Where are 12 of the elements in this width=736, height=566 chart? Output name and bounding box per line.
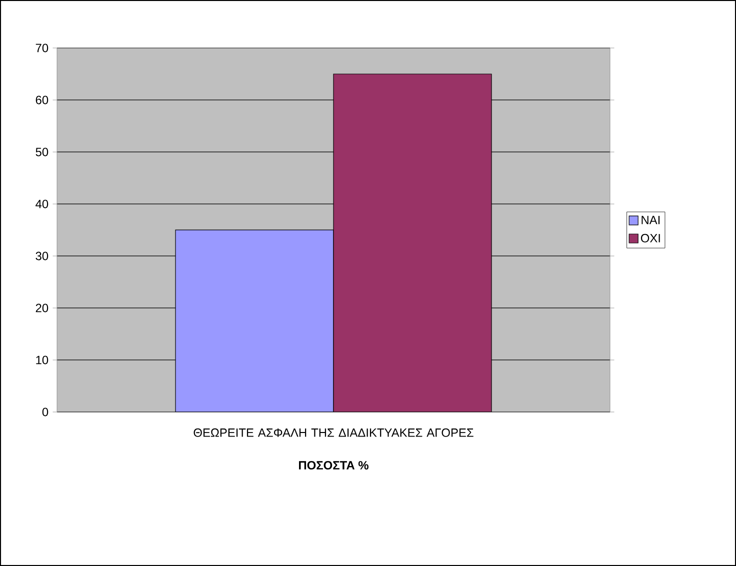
y-tick-label: 0 <box>42 408 48 416</box>
x-tick-label: ΘΕΩΡΕΙΤΕ ΑΣΦΑΛΗ ΤΗΣ ΔΙΑΔΙΚΤΥΑΚΕΣ ΑΓΟΡΕΣ <box>194 428 474 437</box>
y-tick-label: 10 <box>36 356 48 364</box>
x-axis-title: ΠΟΣΟΣΤΑ % <box>299 461 368 470</box>
y-tick-label: 60 <box>36 96 48 104</box>
y-tick-label: 70 <box>36 44 48 52</box>
y-tick-label: 30 <box>36 252 48 260</box>
legend-label: ΝΑΙ <box>642 216 660 224</box>
legend-label: ΟΧΙ <box>640 234 660 242</box>
y-tick-label: 50 <box>36 148 48 156</box>
y-tick-label: 20 <box>36 304 48 312</box>
y-tick-label: 40 <box>36 200 48 208</box>
